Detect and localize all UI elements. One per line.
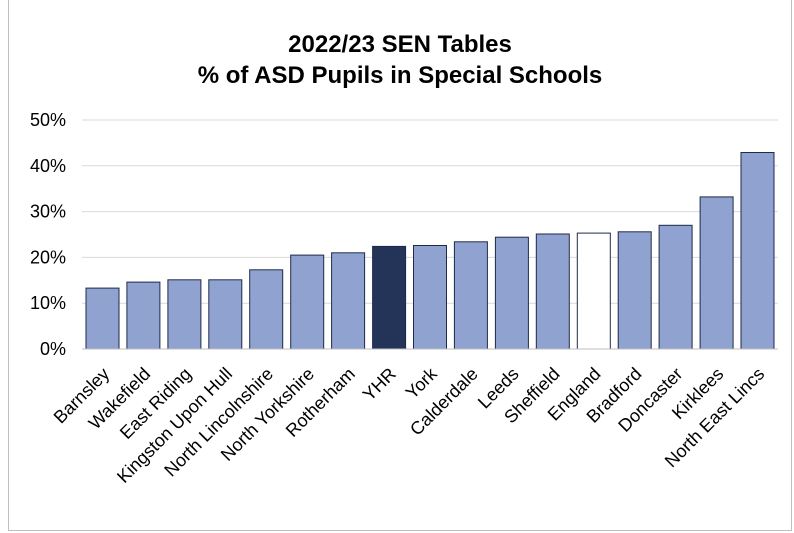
y-tick-label: 0%	[40, 339, 66, 359]
bar-rotherham	[331, 252, 366, 350]
chart-subtitle: % of ASD Pupils in Special Schools	[197, 62, 603, 89]
bar-kirklees	[699, 196, 734, 350]
chart-frame	[8, 0, 792, 531]
bar-england	[576, 232, 611, 350]
chart-title: 2022/23 SEN Tables	[288, 31, 512, 58]
bar-doncaster	[658, 224, 693, 350]
y-tick-label: 10%	[30, 293, 66, 313]
bar-north-east-lincs	[740, 152, 775, 350]
bar-calderdale	[453, 241, 488, 350]
bar-leeds	[494, 236, 529, 350]
bar-barnsley	[85, 287, 120, 350]
bar-york	[413, 245, 447, 350]
y-tick-label: 30%	[30, 202, 66, 222]
bar-wakefield	[126, 281, 161, 350]
bar-north-lincolnshire	[249, 269, 284, 350]
y-tick-label: 50%	[30, 110, 66, 130]
x-tick-label: YHR	[359, 364, 400, 405]
bar-yhr	[372, 245, 407, 350]
bar-bradford	[617, 231, 652, 350]
bar-east-riding	[167, 279, 202, 350]
y-tick-label: 20%	[30, 247, 66, 267]
bar-sheffield	[535, 233, 570, 350]
bar-kingston-upon-hull	[208, 279, 243, 350]
y-tick-label: 40%	[30, 156, 66, 176]
bar-north-yorkshire	[290, 254, 325, 350]
